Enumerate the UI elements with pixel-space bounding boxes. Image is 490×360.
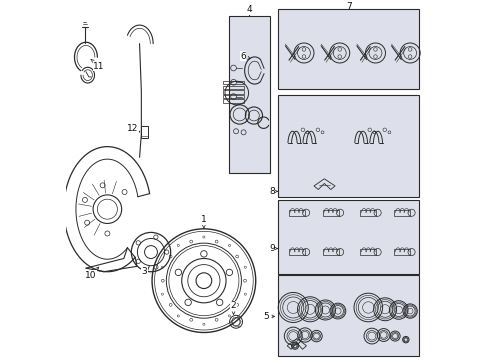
- Bar: [289, 249, 305, 255]
- FancyBboxPatch shape: [278, 200, 419, 274]
- Text: 7: 7: [346, 2, 351, 11]
- Bar: [223, 90, 244, 94]
- Bar: [323, 210, 339, 216]
- Bar: [361, 249, 376, 255]
- Bar: [223, 99, 244, 103]
- Text: 8: 8: [269, 187, 278, 196]
- Bar: [141, 126, 148, 138]
- Bar: [394, 210, 410, 216]
- FancyBboxPatch shape: [278, 275, 419, 356]
- Text: 10: 10: [85, 267, 99, 280]
- Text: 2: 2: [231, 301, 236, 315]
- Bar: [323, 249, 339, 255]
- Bar: [223, 81, 244, 85]
- Text: 12: 12: [127, 124, 140, 133]
- Bar: [223, 86, 244, 89]
- Text: 1: 1: [201, 215, 207, 228]
- Text: 9: 9: [269, 244, 278, 253]
- Text: 4: 4: [247, 5, 252, 15]
- FancyBboxPatch shape: [278, 95, 419, 197]
- Bar: [361, 210, 376, 216]
- Text: 3: 3: [141, 266, 149, 276]
- Text: 6: 6: [240, 52, 250, 61]
- Bar: [394, 249, 410, 255]
- Bar: [223, 95, 244, 98]
- Text: 5: 5: [264, 312, 274, 321]
- Text: 11: 11: [91, 59, 105, 71]
- Bar: [289, 210, 305, 216]
- FancyBboxPatch shape: [278, 9, 419, 89]
- FancyBboxPatch shape: [229, 16, 270, 174]
